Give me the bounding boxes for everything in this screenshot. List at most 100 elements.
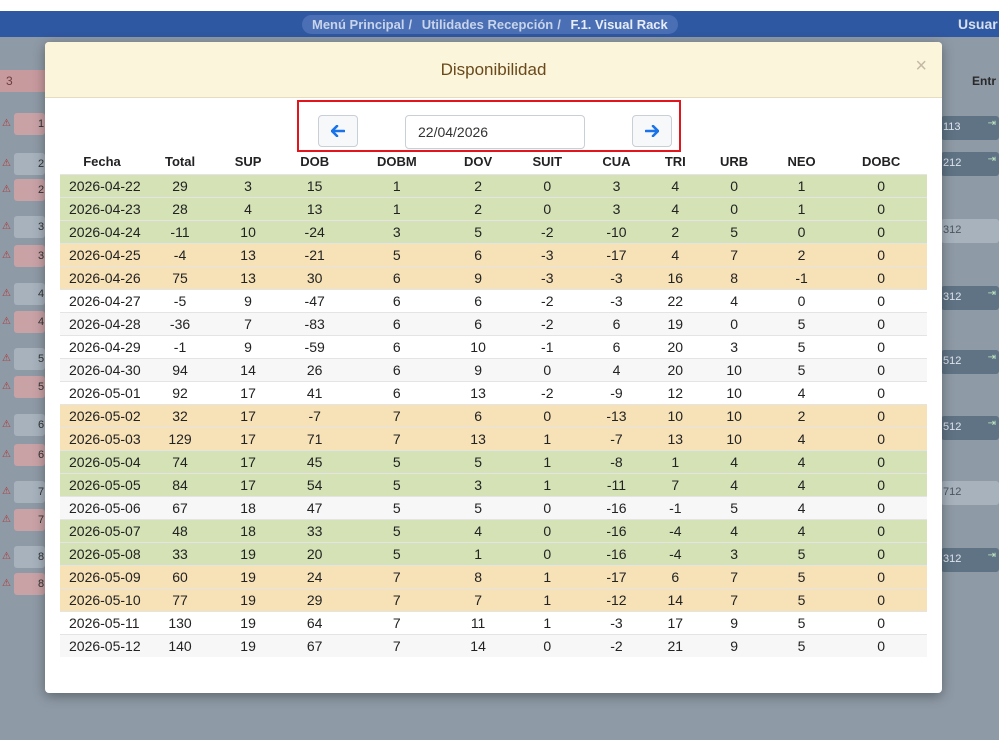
value-cell: 130: [144, 610, 217, 634]
top-strip: [0, 0, 999, 11]
value-cell: 5: [767, 587, 836, 611]
value-cell: 0: [511, 357, 583, 381]
value-cell: 0: [511, 495, 583, 519]
value-cell: 29: [144, 173, 217, 197]
warning-icon: ⚠: [2, 381, 11, 392]
user-menu[interactable]: Usuar: [958, 16, 998, 32]
value-cell: -17: [582, 564, 651, 588]
availability-table: Fecha Total SUP DOB DOBM DOV SUIT CUA TRI URB NEO D…: [60, 150, 927, 657]
date-cell: 2026-04-26: [60, 265, 144, 289]
value-cell: 3: [349, 219, 445, 243]
value-cell: 5: [767, 357, 836, 381]
value-cell: 9: [444, 265, 512, 289]
value-cell: 17: [216, 403, 281, 427]
value-cell: -16: [582, 518, 651, 542]
value-cell: 6: [582, 334, 651, 358]
table-body: 2026-04-22 29 3 15 1 2 0 3 4 0 1 0 2026-04-23 28 4 13 1 2…: [60, 173, 927, 657]
room-chip-label: 512: [943, 421, 962, 433]
value-cell: 13: [650, 426, 701, 450]
background-room-chip: 212 ⇥: [941, 152, 999, 176]
table-row: 2026-05-02 32 17 -7 7 6 0 -13 10 10 2 0: [60, 403, 927, 427]
table-row: 2026-04-25 -4 13 -21 5 6 -3 -17 4 7 2 0: [60, 242, 927, 266]
value-cell: 2: [444, 196, 512, 220]
value-cell: 7: [216, 311, 281, 335]
background-row-number: 5: [14, 348, 45, 370]
value-cell: 14: [216, 357, 281, 381]
value-cell: 19: [216, 587, 281, 611]
value-cell: 47: [280, 495, 350, 519]
value-cell: -83: [280, 311, 350, 335]
value-cell: -11: [582, 472, 651, 496]
room-chip-label: 312: [943, 553, 962, 565]
breadcrumb-item-menu[interactable]: Menú Principal: [312, 17, 405, 32]
table-row: 2026-04-27 -5 9 -47 6 6 -2 -3 22 4 0 0: [60, 288, 927, 312]
value-cell: 45: [280, 449, 350, 473]
value-cell: 3: [582, 173, 651, 197]
value-cell: 0: [700, 311, 768, 335]
table-row: 2026-05-08 33 19 20 5 1 0 -16 -4 3 5 0: [60, 541, 927, 565]
value-cell: 18: [216, 518, 281, 542]
value-cell: 5: [767, 610, 836, 634]
warning-icon: ⚠: [2, 118, 11, 129]
table-row: 2026-04-28 -36 7 -83 6 6 -2 6 19 0 5 0: [60, 311, 927, 335]
value-cell: 5: [349, 472, 445, 496]
value-cell: 0: [835, 196, 927, 220]
value-cell: 92: [144, 380, 217, 404]
value-cell: 0: [835, 587, 927, 611]
check-in-icon: ⇥: [987, 418, 996, 429]
background-room-chip: 512 ⇥: [941, 416, 999, 440]
value-cell: 6: [650, 564, 701, 588]
value-cell: 5: [767, 633, 836, 657]
value-cell: 0: [835, 334, 927, 358]
value-cell: 5: [349, 242, 445, 266]
value-cell: 6: [349, 380, 445, 404]
value-cell: -2: [511, 380, 583, 404]
background-row-number: 1: [14, 113, 45, 135]
date-input[interactable]: [405, 115, 585, 149]
value-cell: 0: [835, 541, 927, 565]
background-row-number: 8: [14, 573, 45, 595]
warning-icon: ⚠: [2, 578, 11, 589]
table-row: 2026-05-07 48 18 33 5 4 0 -16 -4 4 4 0: [60, 518, 927, 542]
value-cell: 19: [216, 541, 281, 565]
column-header: DOBC: [862, 154, 901, 170]
background-room-chip: 312: [941, 219, 999, 243]
value-cell: 6: [349, 288, 445, 312]
close-icon[interactable]: ×: [915, 55, 927, 77]
background-row-number: 2: [14, 179, 45, 201]
value-cell: 12: [650, 380, 701, 404]
previous-date-button[interactable]: [318, 115, 358, 147]
value-cell: 0: [767, 219, 836, 243]
table-row: 2026-05-03 129 17 71 7 13 1 -7 13 10 4 0: [60, 426, 927, 450]
value-cell: 14: [650, 587, 701, 611]
value-cell: 71: [280, 426, 350, 450]
value-cell: -1: [650, 495, 701, 519]
value-cell: 3: [582, 196, 651, 220]
value-cell: 7: [700, 564, 768, 588]
value-cell: 129: [144, 426, 217, 450]
value-cell: 4: [767, 380, 836, 404]
table-row: 2026-04-22 29 3 15 1 2 0 3 4 0 1 0: [60, 173, 927, 197]
date-cell: 2026-05-11: [60, 610, 144, 634]
value-cell: -1: [144, 334, 217, 358]
value-cell: 67: [144, 495, 217, 519]
table-header-row: Fecha Total SUP DOB DOBM DOV SUIT CUA TRI URB NEO D…: [60, 150, 927, 174]
value-cell: 0: [511, 518, 583, 542]
value-cell: 14: [444, 633, 512, 657]
value-cell: 6: [349, 311, 445, 335]
value-cell: 5: [349, 518, 445, 542]
column-header: URB: [720, 154, 749, 170]
value-cell: 0: [511, 541, 583, 565]
value-cell: 4: [700, 518, 768, 542]
value-cell: 1: [349, 196, 445, 220]
background-column-header: Entr: [972, 74, 996, 88]
value-cell: -8: [582, 449, 651, 473]
value-cell: 19: [216, 633, 281, 657]
value-cell: 0: [835, 633, 927, 657]
modal-header: Disponibilidad ×: [45, 42, 942, 98]
value-cell: 10: [700, 403, 768, 427]
breadcrumb-item-utilidades[interactable]: Utilidades Recepción: [421, 17, 554, 32]
next-date-button[interactable]: [632, 115, 672, 147]
value-cell: 8: [444, 564, 512, 588]
value-cell: 0: [835, 426, 927, 450]
